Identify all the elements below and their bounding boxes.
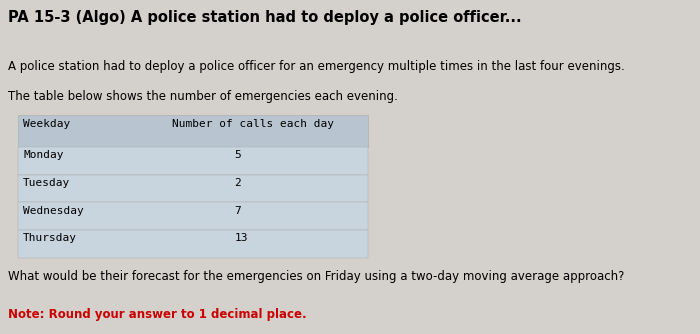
Text: 13: 13: [234, 233, 248, 243]
Text: 7: 7: [234, 206, 241, 216]
Text: Tuesday: Tuesday: [23, 178, 70, 188]
Text: The table below shows the number of emergencies each evening.: The table below shows the number of emer…: [8, 90, 398, 103]
Text: Note: Round your answer to 1 decimal place.: Note: Round your answer to 1 decimal pla…: [8, 308, 307, 321]
Text: Thursday: Thursday: [23, 233, 77, 243]
FancyBboxPatch shape: [18, 175, 368, 202]
Text: Monday: Monday: [23, 150, 64, 160]
Text: A police station had to deploy a police officer for an emergency multiple times : A police station had to deploy a police …: [8, 60, 625, 73]
FancyBboxPatch shape: [18, 115, 368, 147]
Text: What would be their forecast for the emergencies on Friday using a two-day movin: What would be their forecast for the eme…: [8, 270, 625, 283]
Text: PA 15-3 (Algo) A police station had to deploy a police officer...: PA 15-3 (Algo) A police station had to d…: [8, 10, 522, 25]
Text: Wednesday: Wednesday: [23, 206, 84, 216]
Text: Weekday: Weekday: [23, 119, 70, 129]
FancyBboxPatch shape: [18, 202, 368, 230]
FancyBboxPatch shape: [18, 147, 368, 175]
FancyBboxPatch shape: [18, 230, 368, 258]
Text: 2: 2: [234, 178, 241, 188]
Text: Number of calls each day: Number of calls each day: [172, 119, 333, 129]
Text: 5: 5: [234, 150, 241, 160]
